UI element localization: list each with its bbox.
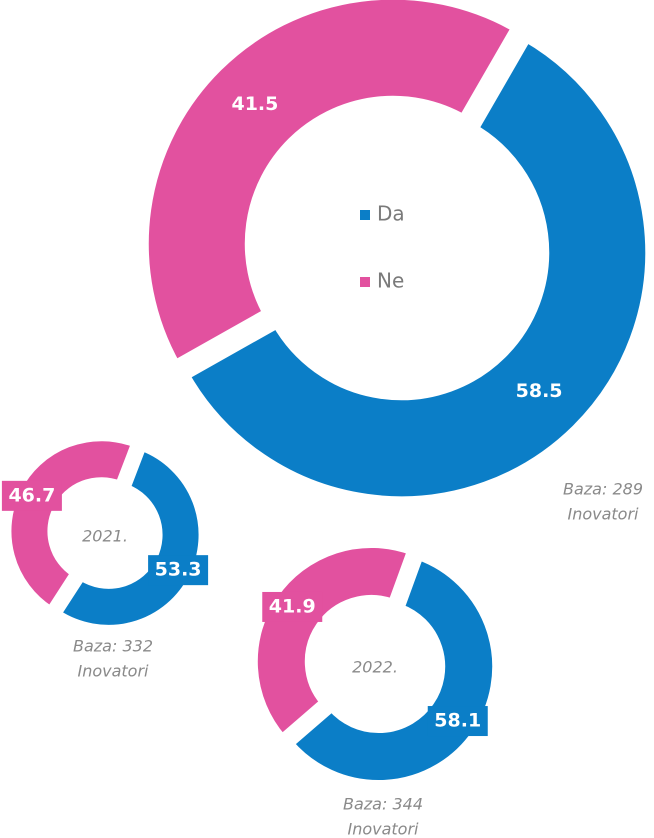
legend-label: Ne bbox=[377, 269, 404, 293]
legend-swatch bbox=[360, 210, 370, 220]
legend-label: Da bbox=[377, 202, 405, 226]
donut-slice bbox=[175, 27, 654, 509]
base-note: Baza: 332 bbox=[73, 637, 153, 656]
donut-slice bbox=[3, 433, 141, 616]
legend-swatch bbox=[360, 277, 370, 287]
base-note: Inovatori bbox=[567, 505, 639, 524]
donut-slice bbox=[136, 0, 526, 375]
value-label: 58.5 bbox=[516, 380, 563, 402]
base-note: Inovatori bbox=[347, 820, 419, 838]
value-label: 53.3 bbox=[155, 559, 202, 581]
value-label: 58.1 bbox=[434, 710, 481, 732]
center-label: 2022. bbox=[352, 658, 398, 677]
base-note: Baza: 344 bbox=[343, 795, 423, 814]
value-label-box bbox=[427, 706, 488, 737]
value-label-box bbox=[1, 480, 62, 511]
value-label-box bbox=[148, 555, 209, 586]
value-label-box bbox=[262, 591, 323, 622]
base-note: Inovatori bbox=[77, 662, 149, 681]
value-label: 46.7 bbox=[8, 484, 55, 506]
base-note: Baza: 289 bbox=[563, 480, 643, 499]
value-label: 41.9 bbox=[269, 595, 316, 617]
value-label: 41.5 bbox=[231, 93, 278, 115]
center-label: 2021. bbox=[82, 527, 128, 546]
